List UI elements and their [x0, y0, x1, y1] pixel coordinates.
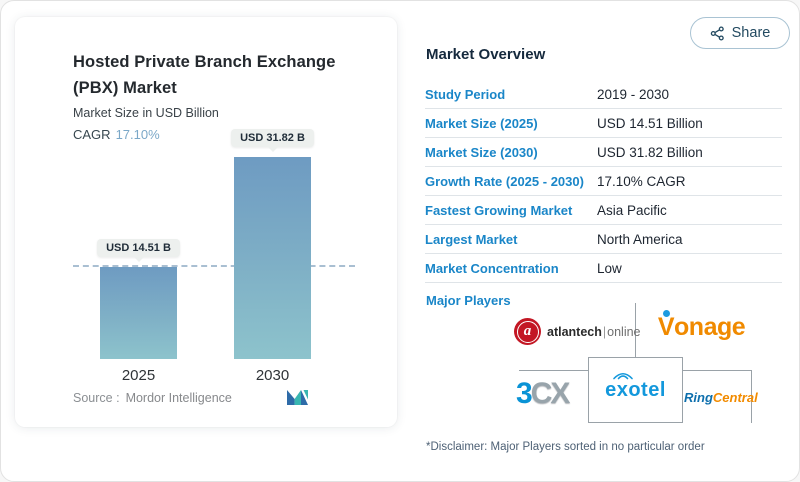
share-button[interactable]: Share [690, 17, 790, 49]
wifi-arcs-icon [612, 372, 633, 379]
major-players-label: Major Players [426, 293, 511, 308]
row-label: Study Period [425, 86, 506, 102]
source-label: Source : [73, 391, 120, 405]
x-axis-label-2030: 2030 [255, 367, 290, 384]
chart-subtitle: Market Size in USD Billion [73, 106, 219, 120]
bar [100, 267, 177, 359]
row-value: 17.10% CAGR [597, 173, 686, 189]
x-axis-label-2025: 2025 [121, 367, 156, 384]
row-value: 2019 - 2030 [597, 86, 670, 102]
row-label: Growth Rate (2025 - 2030) [425, 173, 584, 189]
table-row: Growth Rate (2025 - 2030) 17.10% CAGR [425, 167, 782, 196]
overview-table: Study Period 2019 - 2030 Market Size (20… [425, 80, 782, 283]
disclaimer-text: *Disclaimer: Major Players sorted in no … [426, 441, 705, 453]
bar-group-2025: USD 14.51 B 2025 [97, 129, 180, 384]
value-pill-2025: USD 14.51 B [97, 239, 180, 262]
table-row: Largest Market North America [425, 225, 782, 254]
reference-line [73, 265, 355, 267]
grid-divider-vertical [635, 303, 636, 359]
overview-heading: Market Overview [426, 46, 546, 63]
row-value: North America [597, 231, 683, 247]
row-value: Asia Pacific [597, 202, 667, 218]
cagr-line: CAGR 17.10% [73, 127, 160, 142]
table-row: Market Size (2030) USD 31.82 Billion [425, 138, 782, 167]
row-label: Market Size (2030) [425, 144, 538, 160]
bar-chart: USD 14.51 B 2025 USD 31.82 B 2030 [65, 129, 365, 384]
bar-group-2030: USD 31.82 B 2030 [231, 129, 314, 384]
row-value: Low [597, 260, 622, 276]
share-icon [710, 25, 724, 41]
mordor-intelligence-logo [286, 389, 309, 411]
source-value: Mordor Intelligence [125, 391, 232, 405]
vonage-dot-icon [662, 310, 670, 317]
player-logo-ringcentral: RingCentral [684, 390, 758, 405]
value-pill-2030: USD 31.82 B [231, 129, 314, 152]
grid-divider-vertical [751, 370, 752, 423]
cagr-label: CAGR [73, 127, 111, 142]
atlantech-suffix: online [607, 324, 641, 339]
table-row: Market Size (2025) USD 14.51 Billion [425, 109, 782, 138]
table-row: Study Period 2019 - 2030 [425, 80, 782, 109]
atlantech-badge-icon: a [514, 318, 541, 345]
chart-title: Hosted Private Branch Exchange (PBX) Mar… [73, 53, 336, 98]
row-label: Largest Market [425, 231, 518, 247]
table-row: Market Concentration Low [425, 254, 782, 283]
atlantech-name: atlantech [547, 324, 602, 339]
row-value: USD 14.51 Billion [597, 115, 703, 131]
source-attribution: Source : Mordor Intelligence [73, 391, 232, 405]
row-value: USD 31.82 Billion [597, 144, 703, 160]
player-logo-exotel: ex otel [588, 357, 683, 423]
cagr-value: 17.10% [115, 127, 160, 142]
market-snapshot-card: Hosted Private Branch Exchange (PBX) Mar… [15, 17, 397, 427]
row-label: Market Size (2025) [425, 115, 538, 131]
player-logo-atlantech: a atlantech|online [514, 318, 641, 345]
player-logo-3cx: 3CX [516, 377, 570, 410]
share-button-label: Share [731, 25, 771, 41]
row-label: Fastest Growing Market [425, 202, 573, 218]
row-label: Market Concentration [425, 260, 559, 276]
table-row: Fastest Growing Market Asia Pacific [425, 196, 782, 225]
bar [234, 157, 311, 359]
